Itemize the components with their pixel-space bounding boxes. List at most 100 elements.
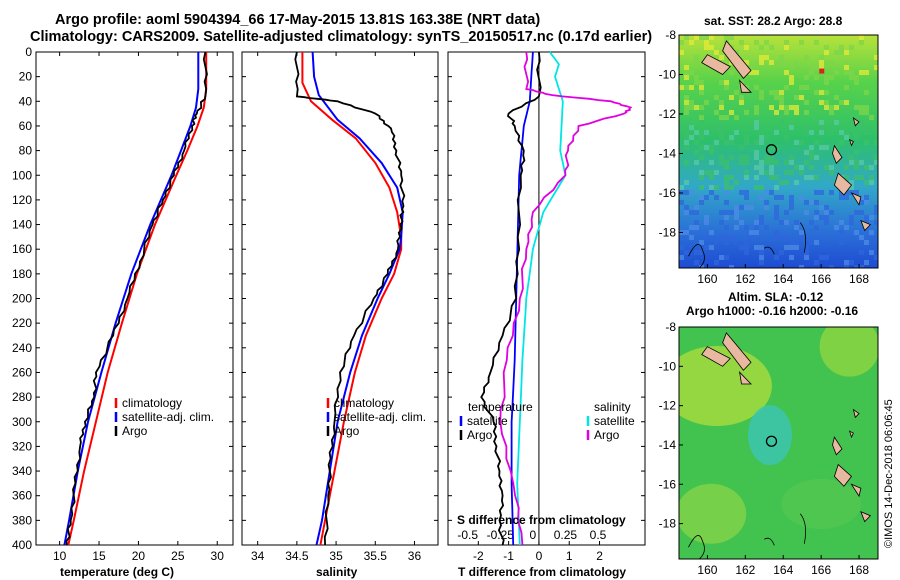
island [722,40,752,80]
sst-pixel [854,80,859,85]
sst-pixel [759,170,764,175]
sst-pixel [734,205,739,210]
sst-pixel [744,170,749,175]
sst-pixel [874,210,878,215]
sst-pixel [774,215,779,220]
sst-pixel [819,90,824,95]
sst-pixel [764,205,769,210]
sst-pixel [789,125,794,130]
sst-pixel [734,115,739,120]
sst-pixel [814,225,819,230]
sst-pixel [724,225,729,230]
sst-pixel [844,175,849,180]
x-tick-label: 164 [773,563,793,577]
sst-pixel [769,60,774,65]
island [850,483,862,498]
sst-pixel [854,135,859,140]
sst-pixel [844,195,849,200]
sst-pixel [779,180,784,185]
sst-pixel [759,55,764,60]
sst-pixel [874,220,878,225]
sst-pixel [754,230,759,235]
sst-pixel [829,170,834,175]
island [701,54,731,76]
sst-pixel [709,175,714,180]
island [848,138,854,147]
sst-pixel [684,135,689,140]
sst-pixel [684,85,689,90]
series-line-argo [294,51,406,546]
sst-pixel [739,95,744,100]
sst-pixel [799,95,804,100]
y-tick-label: -10 [659,359,677,373]
sst-pixel [789,75,794,80]
sst-pixel [694,130,699,135]
sst-pixel [804,210,809,215]
sst-pixel [819,255,824,260]
sla-map-title-line1: Altim. SLA: -0.12 [728,290,824,304]
sst-pixel [839,220,844,225]
sst-pixel [749,65,754,70]
sla-blob [781,478,862,529]
imos-credit: ©IMOS 14-Dec-2018 06:06:45 [883,399,895,548]
sst-pixel [694,35,699,40]
sst-pixel [759,195,764,200]
legend-label: satellite [467,414,508,428]
sst-pixel [759,220,764,225]
sst-pixel [834,70,839,75]
sst-pixel [729,265,734,268]
x2-tick-label: 0.25 [554,528,578,542]
sst-pixel [694,225,699,230]
sst-pixel [849,190,854,195]
sst-pixel [754,225,759,230]
sst-pixel [854,160,859,165]
x2-tick-label: 0.5 [590,528,607,542]
sst-pixel [859,105,864,110]
sst-pixel [714,125,719,130]
sst-pixel [864,215,869,220]
legend-label: climatology [122,396,182,410]
figure-title-line2: Climatology: CARS2009. Satellite-adjuste… [30,29,653,45]
sst-pixel [764,170,769,175]
sst-pixel [819,65,824,70]
sst-pixel [729,70,734,75]
sst-pixel [824,255,829,260]
sst-pixel [709,150,714,155]
sst-pixel [694,160,699,165]
sst-pixel [824,60,829,65]
sst-pixel [789,170,794,175]
sst-pixel [804,175,809,180]
sst-pixel [709,125,714,130]
sst-pixel [754,120,759,125]
sst-pixel [699,130,704,135]
sst-pixel [684,180,689,185]
sst-pixel [684,65,689,70]
sst-pixel [684,145,689,150]
sst-pixel [844,260,849,265]
sst-pixel [679,40,684,45]
sst-pixel [824,50,829,55]
y-tick-label: 220 [12,316,32,330]
sst-pixel [724,165,729,170]
y-tick-label: 200 [12,292,32,306]
sst-pixel [734,180,739,185]
sst-pixel [859,200,864,205]
y-tick-label: 80 [19,144,33,158]
sla-map-title-line2: Argo h1000: -0.16 h2000: -0.16 [686,304,858,318]
plot-frame [241,51,439,546]
y-tick-label: 120 [12,193,32,207]
sst-pixel [799,170,804,175]
sst-pixel [859,265,864,268]
sst-pixel [769,170,774,175]
sst-pixel [754,155,759,160]
sst-pixel [809,240,814,245]
sst-pixel [784,70,789,75]
sst-pixel [804,250,809,255]
sst-pixel [729,35,734,40]
sst-pixel [814,210,819,215]
sst-pixel [704,220,709,225]
sst-pixel [689,190,694,195]
sst-pixel [719,160,724,165]
sst-pixel [679,245,684,250]
sst-pixel [849,160,854,165]
